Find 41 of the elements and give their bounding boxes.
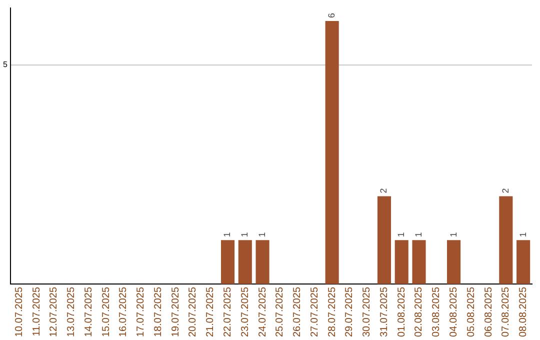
- x-tick-label: 13.07.2025: [66, 286, 78, 338]
- data-label: 1: [240, 232, 250, 238]
- x-tick-label: 14.07.2025: [83, 286, 94, 338]
- data-label: 1: [413, 232, 424, 238]
- data-label: 6: [326, 12, 337, 18]
- x-tick-label: 29.07.2025: [344, 286, 356, 338]
- x-tick-label: 07.08.2025: [500, 286, 512, 338]
- x-tick-label: 19.07.2025: [170, 286, 182, 338]
- x-tick-label: 15.07.2025: [100, 286, 112, 338]
- data-label: 1: [396, 232, 406, 238]
- x-tick-label: 26.07.2025: [292, 286, 304, 338]
- x-tick-label: 16.07.2025: [118, 286, 130, 338]
- x-tick-label: 28.07.2025: [326, 286, 338, 338]
- x-tick-label: 05.08.2025: [466, 286, 477, 338]
- x-tick-label: 06.08.2025: [483, 286, 494, 338]
- x-tick-label: 24.07.2025: [257, 286, 268, 338]
- x-tick-label: 12.07.2025: [48, 286, 60, 338]
- x-tick-label: 11.07.2025: [31, 286, 42, 336]
- x-tick-label: 27.07.2025: [309, 286, 320, 338]
- x-tick-label: 18.07.2025: [152, 286, 164, 338]
- data-label: 1: [518, 232, 528, 238]
- x-tick-label: 20.07.2025: [188, 286, 199, 338]
- x-tick-label: 08.08.2025: [518, 286, 530, 338]
- x-tick-label: 03.08.2025: [431, 286, 442, 338]
- x-tick-label: 01.08.2025: [396, 286, 408, 338]
- data-label: 1: [448, 232, 458, 238]
- x-tick-label: 31.07.2025: [378, 286, 390, 338]
- x-tick-label: 30.07.2025: [362, 286, 373, 338]
- x-tick-label: 02.08.2025: [414, 286, 425, 338]
- x-tick-label: 23.07.2025: [240, 286, 251, 338]
- data-label: 2: [378, 188, 389, 194]
- x-tick-label: 17.07.2025: [136, 286, 147, 338]
- x-tick-label: 25.07.2025: [274, 286, 286, 338]
- x-tick-label: 21.07.2025: [205, 286, 216, 338]
- x-tick-label: 10.07.2025: [14, 286, 25, 338]
- data-label: 1: [222, 232, 232, 238]
- data-label: 1: [257, 232, 268, 238]
- y-tick-label: 5: [2, 60, 8, 69]
- x-tick-label: 04.08.2025: [448, 286, 460, 338]
- x-tick-label: 22.07.2025: [222, 286, 234, 338]
- data-label: 2: [500, 188, 510, 194]
